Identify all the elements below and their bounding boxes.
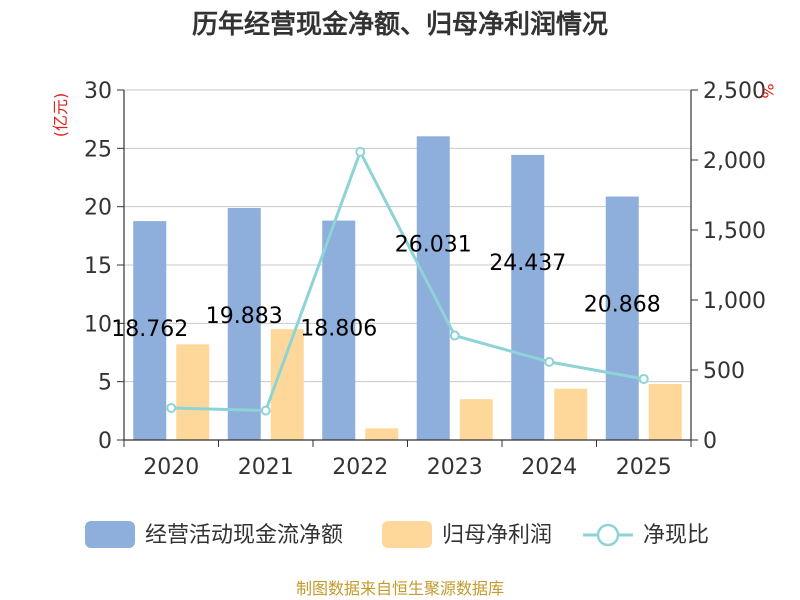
- ratio-point-2022: [355, 146, 366, 157]
- ratio-point-2025: [638, 373, 649, 384]
- left-axis-unit: (亿元): [51, 93, 70, 138]
- legend-label-net-profit[interactable]: 归母净利润: [442, 523, 552, 548]
- source-note: 制图数据来自恒生聚源数据库: [296, 579, 504, 598]
- ratio-point-2021: [260, 405, 271, 416]
- x-axis-tick-label: 2020: [143, 455, 199, 480]
- ratio-point-2023: [449, 330, 460, 341]
- bar-net-profit-2024: [554, 388, 588, 440]
- bar-net-profit-2023: [459, 399, 493, 440]
- x-axis-tick-label: 2021: [238, 455, 294, 480]
- axes: 05101520253005001,0001,5002,0002,5002020…: [84, 79, 766, 480]
- legend-label-ratio[interactable]: 净现比: [643, 523, 709, 548]
- data-label-cash-flow-2023: 26.031: [395, 232, 472, 257]
- legend-label-cash-flow[interactable]: 经营活动现金流净额: [145, 523, 343, 548]
- data-label-cash-flow-2022: 18.806: [300, 317, 377, 342]
- right-axis-tick-label: 500: [703, 359, 745, 384]
- x-axis-tick-label: 2025: [616, 455, 672, 480]
- data-label-cash-flow-2020: 18.762: [111, 317, 188, 342]
- x-axis-tick-label: 2022: [332, 455, 388, 480]
- data-label-cash-flow-2025: 20.868: [584, 293, 661, 318]
- series-net-profit-bars: [176, 329, 682, 440]
- data-label-cash-flow-2021: 19.883: [206, 304, 283, 329]
- bar-cash-flow-2023: [416, 136, 450, 440]
- bar-cash-flow-2022: [322, 220, 356, 440]
- right-axis-tick-label: 2,000: [703, 149, 766, 174]
- x-axis-tick-label: 2024: [521, 455, 577, 480]
- series-ratio-line: [166, 146, 649, 416]
- left-axis-tick-label: 15: [84, 254, 112, 279]
- ratio-point-2024: [544, 356, 555, 367]
- right-axis-tick-label: 0: [703, 429, 717, 454]
- right-axis-tick-label: 1,000: [703, 289, 766, 314]
- ratio-line-path: [171, 148, 645, 413]
- right-axis-unit: %: [758, 83, 777, 98]
- left-axis-tick-label: 30: [84, 79, 112, 104]
- left-axis-tick-label: 5: [98, 371, 112, 396]
- bar-cash-flow-2021: [227, 208, 261, 440]
- series-cash-flow-bars: [133, 136, 639, 440]
- legend-swatch-ratio-marker[interactable]: [596, 523, 620, 547]
- bar-net-profit-2020: [176, 344, 210, 440]
- right-axis-tick-label: 1,500: [703, 219, 766, 244]
- data-label-cash-flow-2024: 24.437: [489, 251, 566, 276]
- left-axis-tick-label: 0: [98, 429, 112, 454]
- chart-title: 历年经营现金净额、归母净利润情况: [192, 9, 608, 40]
- left-axis-tick-label: 10: [84, 312, 112, 337]
- ratio-point-2020: [166, 402, 177, 413]
- bar-cash-flow-2020: [133, 221, 167, 440]
- right-axis-tick-label: 2,500: [703, 79, 766, 104]
- legend-swatch-net-profit[interactable]: [382, 521, 432, 548]
- bar-net-profit-2025: [648, 384, 682, 440]
- left-axis-tick-label: 20: [84, 196, 112, 221]
- data-labels: 18.762 19.883 18.806 26.031 24.437 20.868: [111, 232, 660, 342]
- bar-net-profit-2022: [365, 428, 399, 440]
- gridlines: [124, 89, 691, 383]
- bar-cash-flow-2025: [605, 196, 639, 440]
- x-axis-tick-label: 2023: [427, 455, 483, 480]
- legend-swatch-cash-flow[interactable]: [85, 521, 135, 548]
- legend[interactable]: 经营活动现金流净额 归母净利润 净现比: [85, 521, 709, 548]
- bar-cash-flow-2024: [511, 154, 545, 440]
- left-axis-tick-label: 25: [84, 137, 112, 162]
